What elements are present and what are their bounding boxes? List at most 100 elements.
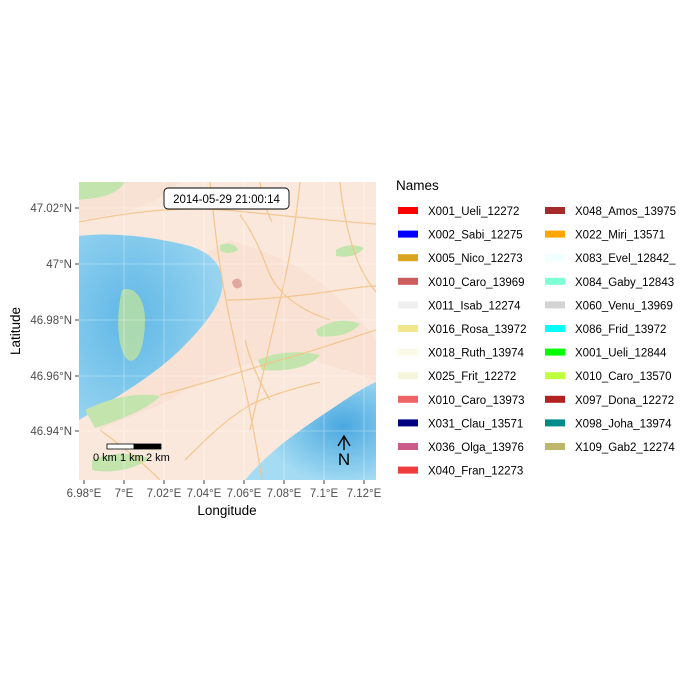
greenery xyxy=(220,243,238,253)
timestamp-text: 2014-05-29 21:00:14 xyxy=(173,194,280,206)
legend-swatch xyxy=(398,254,418,262)
lake-west xyxy=(79,234,223,420)
legend-swatch xyxy=(398,372,418,380)
legend-label: X002_Sabi_12275 xyxy=(428,230,523,242)
legend-item: X001_Ueli_12272 xyxy=(398,206,519,218)
legend-swatch xyxy=(398,443,418,450)
legend-swatch xyxy=(398,207,418,214)
scale-label-0: 0 km xyxy=(93,452,117,464)
legend-label: X031_Clau_13571 xyxy=(428,418,523,430)
legend-swatch xyxy=(545,230,565,238)
legend-item: X022_Miri_13571 xyxy=(545,230,665,242)
legend-label: X086_Frid_13972 xyxy=(575,324,666,336)
legend: Names X001_Ueli_12272 X002_Sabi_12275 X005… xyxy=(396,178,676,478)
legend-item: X084_Gaby_12843 xyxy=(545,277,674,289)
legend-swatch xyxy=(545,254,565,262)
y-axis-title: Latitude xyxy=(8,307,23,355)
legend-swatch xyxy=(545,207,565,214)
legend-swatch xyxy=(545,325,565,332)
legend-swatch xyxy=(398,395,418,403)
x-tick-label: 7.02°E xyxy=(147,488,182,500)
legend-swatch xyxy=(545,348,565,356)
legend-item: X011_Isab_12274 xyxy=(398,300,521,312)
legend-label: X048_Amos_13975 xyxy=(575,206,676,218)
legend-item: X109_Gab2_12274 xyxy=(545,442,675,454)
legend-swatch xyxy=(398,277,418,285)
roads xyxy=(79,182,376,480)
y-tick-label: 47°N xyxy=(46,259,72,271)
legend-swatch xyxy=(398,466,418,474)
legend-swatch xyxy=(545,301,565,309)
legend-item: X018_Ruth_13974 xyxy=(398,348,525,360)
greenery xyxy=(118,289,145,361)
greenery xyxy=(336,245,364,257)
legend-swatch xyxy=(398,230,418,238)
legend-label: X010_Caro_13570 xyxy=(575,371,672,383)
map-panel xyxy=(79,182,376,480)
legend-label: X011_Isab_12274 xyxy=(428,300,521,312)
legend-item: X002_Sabi_12275 xyxy=(398,230,523,242)
x-tick-label: 7.04°E xyxy=(187,488,222,500)
x-tick-label: 7°E xyxy=(115,488,134,500)
legend-label: X025_Frit_12272 xyxy=(428,371,516,383)
legend-label: X060_Venu_13969 xyxy=(575,300,673,312)
legend-label: X005_Nico_12273 xyxy=(428,253,523,265)
legend-item: X010_Caro_13973 xyxy=(398,395,525,407)
legend-swatch xyxy=(398,325,418,332)
legend-label: X022_Miri_13571 xyxy=(575,230,665,242)
legend-swatch xyxy=(398,419,418,427)
legend-label: X010_Caro_13973 xyxy=(428,395,525,407)
legend-item: X010_Caro_13969 xyxy=(398,277,525,289)
x-tick-label: 6.98°E xyxy=(67,488,102,500)
legend-label: X097_Dona_12272 xyxy=(575,395,674,407)
y-tick-label: 47.02°N xyxy=(30,203,72,215)
legend-label: X084_Gaby_12843 xyxy=(575,277,674,289)
legend-label: X018_Ruth_13974 xyxy=(428,348,525,360)
legend-item: X097_Dona_12272 xyxy=(545,395,674,407)
greenery xyxy=(316,320,360,337)
scale-label-2: 2 km xyxy=(146,452,170,464)
legend-label: X001_Ueli_12844 xyxy=(575,348,667,360)
legend-item: X086_Frid_13972 xyxy=(545,324,666,336)
legend-item: X060_Venu_13969 xyxy=(545,300,673,312)
legend-swatch xyxy=(545,277,565,285)
legend-item: X025_Frit_12272 xyxy=(398,371,516,383)
legend-swatch xyxy=(545,372,565,380)
timestamp-label: 2014-05-29 21:00:14 xyxy=(163,187,290,210)
legend-swatch xyxy=(398,301,418,309)
y-tick-label: 46.96°N xyxy=(30,371,72,383)
legend-label: X098_Joha_13974 xyxy=(575,418,672,430)
terrain-mark xyxy=(232,278,242,289)
scale-label-1: 1 km xyxy=(120,452,144,464)
greenery xyxy=(258,352,320,371)
legend-label: X109_Gab2_12274 xyxy=(575,442,675,454)
legend-item: X010_Caro_13570 xyxy=(545,371,672,383)
legend-swatch xyxy=(545,395,565,403)
north-label: N xyxy=(338,450,350,469)
greenery xyxy=(85,394,160,428)
x-axis-title: Longitude xyxy=(197,503,256,518)
legend-item: X001_Ueli_12844 xyxy=(545,348,667,360)
legend-label: X083_Evel_12842_ xyxy=(575,253,676,265)
legend-item: X031_Clau_13571 xyxy=(398,418,523,430)
y-axis: 47.02°N 47°N 46.98°N 46.96°N 46.94°N Lat… xyxy=(8,203,79,438)
legend-item: X040_Fran_12273 xyxy=(398,466,523,478)
y-tick-label: 46.98°N xyxy=(30,315,72,327)
x-tick-label: 7.12°E xyxy=(347,488,382,500)
legend-label: X010_Caro_13969 xyxy=(428,277,525,289)
north-arrow-icon: N xyxy=(337,434,351,469)
legend-label: X040_Fran_12273 xyxy=(428,466,523,478)
x-axis: 6.98°E 7°E 7.02°E 7.04°E 7.06°E 7.08°E 7… xyxy=(67,480,382,518)
legend-label: X001_Ueli_12272 xyxy=(428,206,519,218)
x-tick-label: 7.08°E xyxy=(267,488,302,500)
legend-swatch xyxy=(545,419,565,427)
legend-item: X048_Amos_13975 xyxy=(545,206,676,218)
legend-swatch xyxy=(398,348,418,356)
grid-lines xyxy=(79,182,376,480)
x-tick-label: 7.06°E xyxy=(227,488,262,500)
legend-item: X098_Joha_13974 xyxy=(545,418,672,430)
legend-item: X005_Nico_12273 xyxy=(398,253,523,265)
legend-title: Names xyxy=(396,178,439,193)
legend-item: X083_Evel_12842_ xyxy=(545,253,676,265)
